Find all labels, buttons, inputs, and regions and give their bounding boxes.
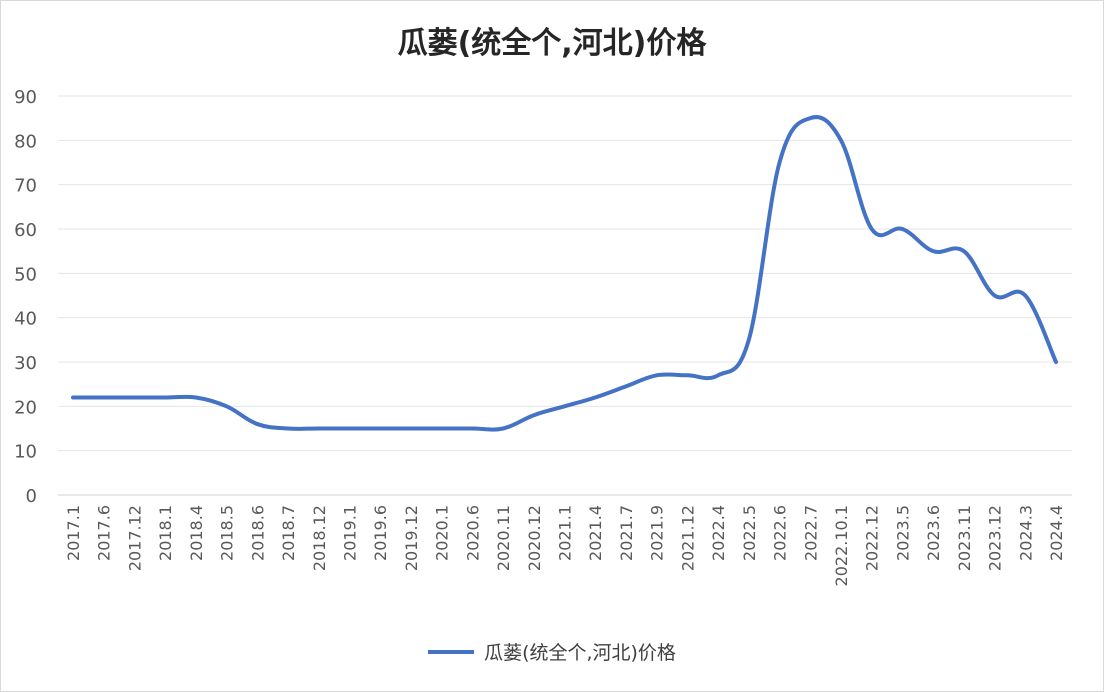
x-tick-label: 2017.12 [125, 505, 144, 571]
x-tick-label: 2024.4 [1047, 505, 1066, 561]
x-tick-label: 2020.11 [494, 505, 513, 571]
x-tick-label: 2022.7 [801, 505, 820, 561]
series-line [71, 115, 1058, 432]
x-tick-label: 2021.12 [678, 505, 697, 571]
y-tick-label: 30 [14, 353, 37, 374]
x-tick-label: 2023.11 [955, 505, 974, 571]
x-tick-label: 2018.4 [187, 505, 206, 561]
y-tick-label: 80 [14, 131, 37, 152]
y-tick-label: 20 [14, 397, 37, 418]
x-tick-label: 2019.1 [340, 505, 359, 561]
x-tick-label: 2021.4 [586, 505, 605, 561]
x-tick-label: 2018.6 [248, 505, 267, 561]
x-tick-label: 2018.7 [279, 505, 298, 561]
x-tick-label: 2020.12 [525, 505, 544, 571]
x-tick-label: 2022.5 [740, 505, 759, 561]
x-tick-label: 2023.6 [924, 505, 943, 561]
x-tick-label: 2018.12 [310, 505, 329, 571]
legend: 瓜蒌(统全个,河北)价格 [0, 638, 1104, 665]
x-tick-label: 2023.12 [986, 505, 1005, 571]
chart-title: 瓜蒌(统全个,河北)价格 [397, 26, 707, 61]
x-tick-label: 2017.6 [95, 505, 114, 561]
x-tick-label: 2021.9 [648, 505, 667, 561]
legend-swatch [428, 649, 475, 654]
y-tick-label: 50 [14, 264, 37, 285]
x-tick-label: 2024.3 [1016, 505, 1035, 561]
x-tick-label: 2022.4 [709, 505, 728, 561]
x-tick-label: 2019.6 [371, 505, 390, 561]
x-tick-label: 2018.1 [156, 505, 175, 561]
x-tick-label: 2017.1 [64, 505, 83, 561]
x-tick-label: 2023.5 [893, 505, 912, 561]
x-tick-label: 2018.5 [218, 505, 237, 561]
y-tick-label: 90 [14, 87, 37, 108]
x-tick-label: 2022.6 [771, 505, 790, 561]
legend-label: 瓜蒌(统全个,河北)价格 [484, 642, 676, 664]
x-tick-label: 2021.1 [556, 505, 575, 561]
x-tick-label: 2019.12 [402, 505, 421, 571]
x-tick-label: 2022.12 [863, 505, 882, 571]
y-tick-label: 40 [14, 309, 37, 330]
x-tick-label: 2020.1 [433, 505, 452, 561]
x-tick-label: 2020.6 [463, 505, 482, 561]
x-tick-label: 2021.7 [617, 505, 636, 561]
y-tick-label: 70 [14, 176, 37, 197]
x-tick-label: 2022.10.1 [832, 505, 851, 586]
y-tick-label: 60 [14, 220, 37, 241]
y-tick-label: 10 [14, 442, 37, 463]
y-tick-label: 0 [26, 486, 37, 507]
